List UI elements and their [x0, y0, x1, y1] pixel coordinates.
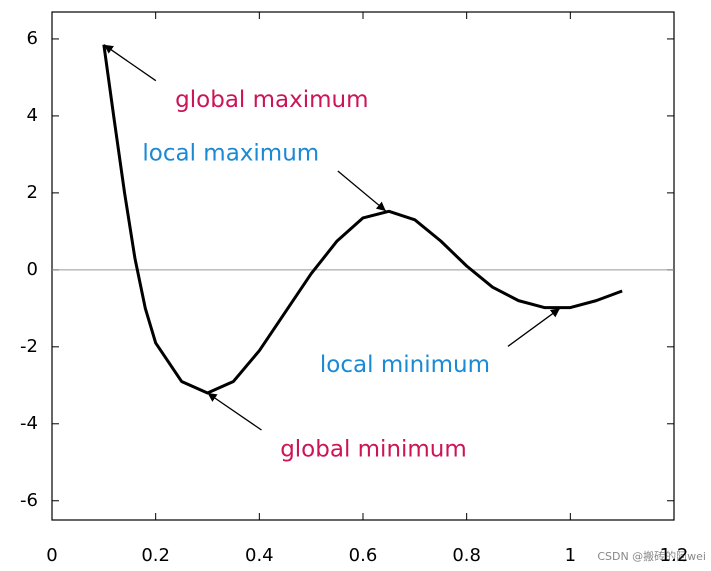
- x-tick-label: 0.8: [452, 545, 481, 566]
- y-tick-label: 0: [27, 259, 38, 280]
- x-tick-label: 1: [565, 545, 576, 566]
- annotation: global maximum: [175, 87, 368, 113]
- annotation: local maximum: [142, 140, 319, 166]
- x-tick-label: 0: [46, 545, 57, 566]
- y-tick-label: -4: [20, 413, 38, 434]
- annotation-arrow: [207, 392, 262, 431]
- annotation-arrow: [103, 44, 157, 82]
- y-tick-label: 2: [27, 182, 38, 203]
- annotation-arrow: [337, 170, 387, 212]
- annotation-arrow: [507, 307, 561, 347]
- line: [102, 44, 623, 395]
- annotation: local minimum: [320, 352, 490, 378]
- y-tick-label: -2: [20, 336, 38, 357]
- annotation: global minimum: [280, 437, 467, 463]
- x-tick-label: 0.2: [141, 545, 170, 566]
- x-tick-label: 0.4: [245, 545, 274, 566]
- x-tick-label: 1.2: [660, 545, 689, 566]
- x-tick-label: 0.6: [349, 545, 378, 566]
- watermark: CSDN @搬砖的阿wei: [597, 549, 706, 563]
- y-tick-label: 6: [27, 28, 38, 49]
- y-tick-label: 4: [27, 105, 38, 126]
- y-tick-label: -6: [20, 490, 38, 511]
